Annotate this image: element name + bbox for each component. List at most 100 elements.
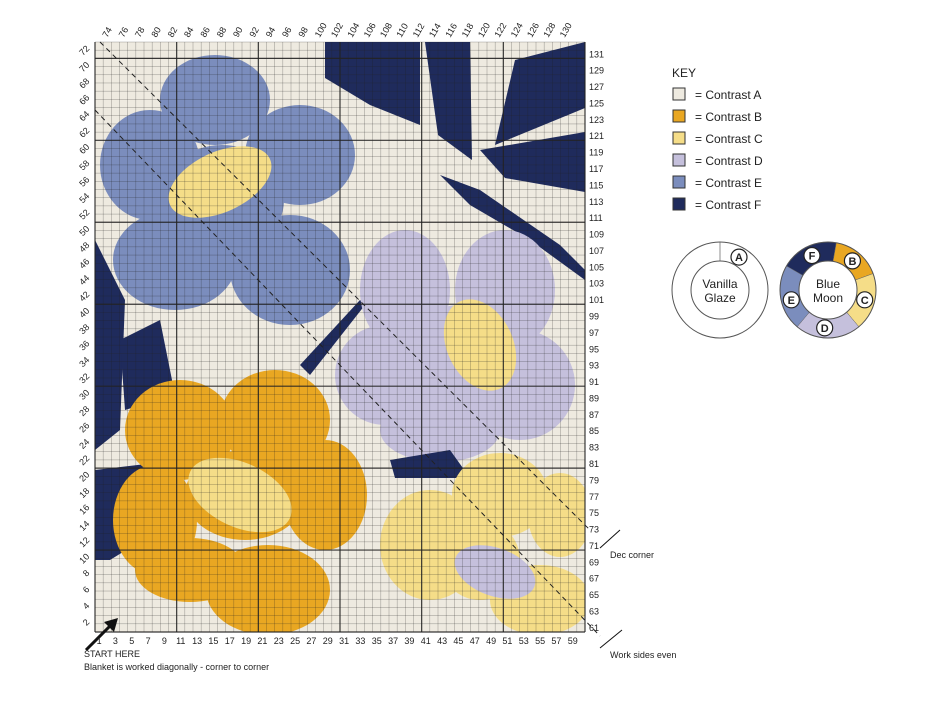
top-label: 102 (329, 21, 345, 39)
y-label: 6 (81, 584, 92, 595)
x-label: 19 (241, 636, 251, 646)
top-label: 78 (133, 25, 147, 39)
ring-inner (690, 260, 750, 320)
motif (135, 538, 245, 602)
x-label: 37 (388, 636, 398, 646)
key-label: = Contrast F (695, 198, 761, 212)
y-label: 14 (77, 519, 91, 533)
letter-badge (843, 252, 862, 270)
right-label: 91 (589, 377, 599, 387)
y-label: 32 (77, 371, 91, 385)
yarn-letter: E (788, 295, 795, 307)
even-label: Work sides even (610, 650, 676, 660)
top-label: 94 (264, 25, 278, 39)
x-label: 21 (257, 636, 267, 646)
right-label: 63 (589, 607, 599, 617)
key-swatch (672, 175, 686, 189)
y-label: 12 (77, 535, 91, 549)
top-label: 90 (231, 25, 245, 39)
key-title: KEY (672, 66, 696, 80)
x-label: 9 (162, 636, 167, 646)
y-label: 38 (77, 322, 91, 336)
right-label: 125 (589, 98, 604, 108)
yarn-letter: D (821, 323, 829, 335)
pattern (95, 42, 585, 632)
y-label: 50 (77, 224, 91, 238)
y-label: 2 (81, 617, 92, 628)
y-label: 8 (81, 568, 92, 579)
motif (528, 473, 585, 557)
y-label: 54 (77, 191, 91, 205)
motif (440, 175, 585, 280)
letter-badge (856, 291, 874, 309)
x-label: 31 (339, 636, 349, 646)
top-label: 80 (149, 25, 163, 39)
y-label: 68 (77, 76, 91, 90)
yarn-name: Blue (816, 277, 840, 291)
dec-line (99, 41, 591, 531)
start-label: START HERE (84, 649, 140, 659)
x-label: 39 (404, 636, 414, 646)
y-label: 20 (77, 470, 91, 484)
dec-label: Dec corner (610, 550, 654, 560)
right-label: 127 (589, 82, 604, 92)
x-label: 51 (502, 636, 512, 646)
top-label: 98 (296, 25, 310, 39)
right-label: 107 (589, 246, 604, 256)
right-label: 65 (589, 590, 599, 600)
key-label: = Contrast D (695, 154, 763, 168)
x-label: 59 (568, 636, 578, 646)
y-label: 62 (77, 125, 91, 139)
top-label: 82 (166, 25, 180, 39)
top-label: 120 (476, 21, 492, 39)
right-label: 85 (589, 426, 599, 436)
ring-outline (671, 241, 769, 339)
right-label: 67 (589, 574, 599, 584)
right-label: 101 (589, 295, 604, 305)
ring-inner (798, 260, 858, 320)
x-label: 53 (519, 636, 529, 646)
y-label: 40 (77, 306, 91, 320)
x-label: 47 (470, 636, 480, 646)
letter-badge (803, 246, 821, 265)
top-label: 74 (100, 25, 114, 39)
top-label: 114 (427, 22, 443, 39)
right-label: 123 (589, 115, 604, 125)
top-label: 84 (182, 25, 196, 39)
y-label: 4 (81, 601, 92, 612)
right-label: 71 (589, 541, 599, 551)
key-label: = Contrast E (695, 176, 762, 190)
x-label: 45 (453, 636, 463, 646)
y-label: 28 (77, 404, 91, 418)
x-label: 57 (551, 636, 561, 646)
x-label: 17 (225, 636, 235, 646)
motif (495, 42, 585, 145)
y-label: 46 (77, 256, 91, 270)
x-label: 25 (290, 636, 300, 646)
x-label: 49 (486, 636, 496, 646)
top-label: 88 (215, 25, 229, 39)
top-label: 112 (411, 22, 427, 39)
motif (168, 146, 272, 218)
motif (220, 370, 330, 470)
right-label: 89 (589, 393, 599, 403)
key-label: = Contrast C (695, 132, 763, 146)
motif (125, 380, 235, 480)
x-label: 27 (306, 636, 316, 646)
y-label: 58 (77, 158, 91, 172)
top-label: 126 (525, 21, 541, 39)
right-label: 109 (589, 230, 604, 240)
ring-outline (779, 241, 877, 339)
x-label: 29 (323, 636, 333, 646)
x-label: 3 (113, 636, 118, 646)
x-label: 41 (421, 636, 431, 646)
top-label: 106 (362, 21, 378, 39)
right-label: 81 (589, 459, 599, 469)
top-label: 124 (509, 21, 525, 39)
y-label: 48 (77, 240, 91, 254)
right-label: 105 (589, 262, 604, 272)
yarn-name: Moon (813, 291, 843, 305)
top-label: 118 (460, 22, 476, 39)
